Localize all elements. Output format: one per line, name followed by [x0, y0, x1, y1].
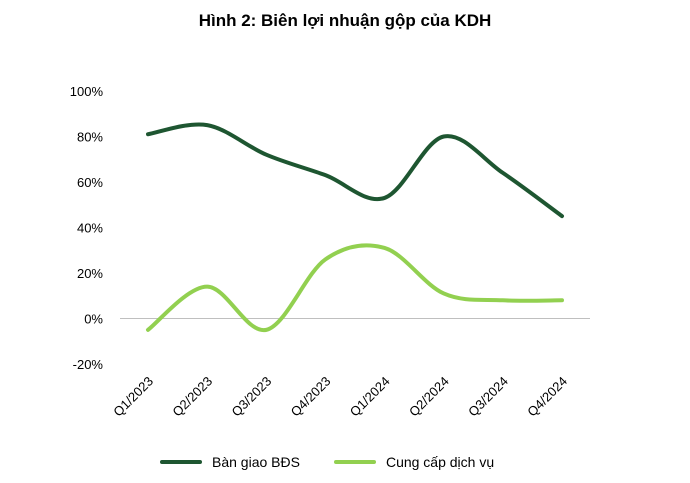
- x-tick-label: Q1/2023: [110, 374, 156, 420]
- y-tick-label: 0%: [84, 312, 103, 327]
- y-axis-ticks: -20% 0% 20% 40% 60% 80% 100%: [70, 84, 104, 372]
- series-layer: [146, 122, 564, 332]
- legend-item-ban-giao: Bàn giao BĐS: [160, 454, 300, 470]
- y-tick-label: 40%: [77, 221, 103, 236]
- legend: Bàn giao BĐS Cung cấp dịch vụ: [160, 454, 528, 470]
- x-tick-label: Q4/2023: [288, 374, 334, 420]
- series-line-0: [146, 122, 564, 219]
- legend-swatch-dich-vu: [333, 460, 376, 464]
- x-tick-label: Q3/2024: [465, 374, 511, 420]
- x-tick-label: Q4/2024: [524, 374, 570, 420]
- y-tick-label: 20%: [77, 266, 103, 281]
- y-tick-label: 60%: [77, 175, 103, 190]
- x-tick-label: Q2/2024: [406, 374, 452, 420]
- legend-item-dich-vu: Cung cấp dịch vụ: [333, 454, 495, 470]
- y-tick-label: 80%: [77, 130, 103, 145]
- x-tick-label: Q1/2024: [347, 374, 393, 420]
- x-tick-label: Q3/2023: [229, 374, 275, 420]
- legend-label-dich-vu: Cung cấp dịch vụ: [385, 454, 495, 470]
- y-tick-label: -20%: [73, 357, 104, 372]
- x-tick-label: Q2/2023: [169, 374, 215, 420]
- legend-swatch-ban-giao: [160, 460, 202, 464]
- legend-label-ban-giao: Bàn giao BĐS: [212, 454, 300, 470]
- chart-title: Hình 2: Biên lợi nhuận gộp của KDH: [198, 11, 492, 30]
- y-tick-label: 100%: [70, 84, 104, 99]
- x-axis-ticks: Q1/2023 Q2/2023 Q3/2023 Q4/2023 Q1/2024 Q2/20…: [110, 374, 570, 420]
- series-line-1: [146, 243, 564, 332]
